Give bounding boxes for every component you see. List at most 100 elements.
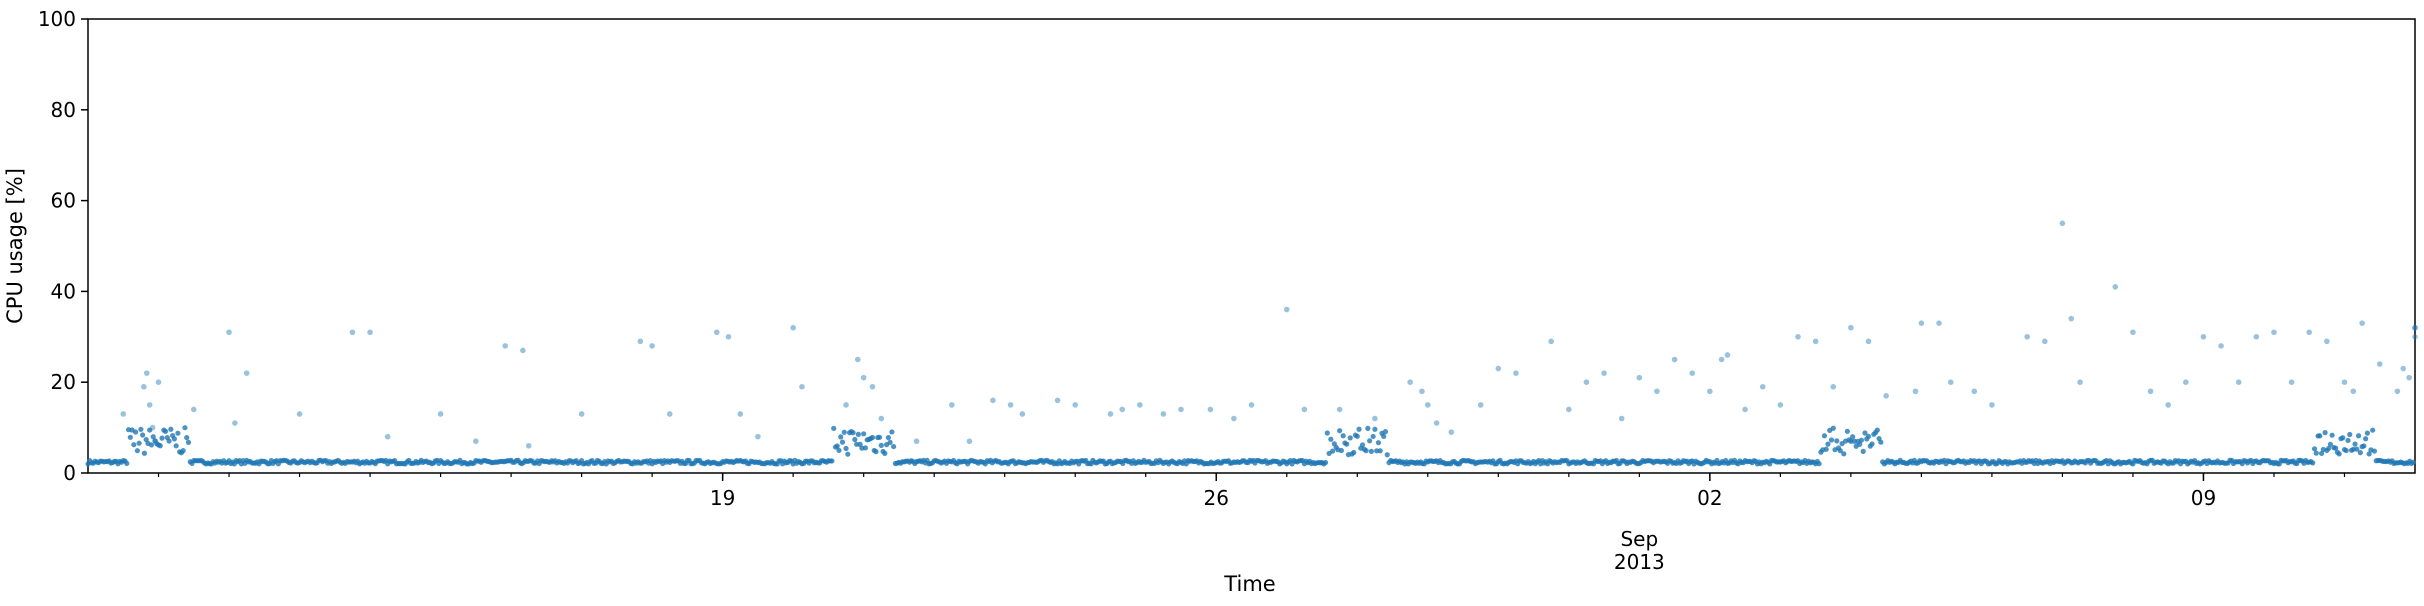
baseline-point bbox=[850, 430, 856, 436]
data-point bbox=[2200, 334, 2207, 340]
data-point bbox=[637, 338, 644, 345]
baseline-point bbox=[185, 439, 192, 445]
baseline-point bbox=[882, 450, 888, 456]
baseline-point bbox=[1823, 446, 1829, 452]
data-point bbox=[843, 402, 849, 408]
data-point bbox=[2412, 334, 2418, 340]
data-point bbox=[1336, 406, 1343, 413]
baseline-point bbox=[831, 425, 837, 432]
baseline-point bbox=[2310, 460, 2316, 466]
data-point bbox=[502, 343, 509, 349]
plot-frame bbox=[87, 18, 2416, 474]
data-point bbox=[296, 411, 303, 417]
data-point bbox=[1989, 402, 1995, 408]
data-point bbox=[120, 411, 127, 417]
data-point bbox=[649, 343, 655, 349]
baseline-point bbox=[1828, 437, 1835, 443]
baseline-point bbox=[182, 425, 188, 431]
baseline-point bbox=[1857, 441, 1863, 447]
baseline-point bbox=[173, 443, 179, 449]
baseline-point bbox=[1324, 430, 1330, 436]
data-point bbox=[1618, 415, 1625, 422]
data-point bbox=[2218, 343, 2224, 349]
baseline-point bbox=[1837, 448, 1843, 454]
data-point bbox=[232, 420, 238, 426]
data-point bbox=[2406, 374, 2412, 381]
baseline-point bbox=[184, 435, 190, 441]
baseline-point bbox=[1377, 448, 1383, 454]
baseline-point bbox=[1340, 433, 1346, 439]
data-point bbox=[2400, 365, 2407, 372]
data-point bbox=[1689, 370, 1696, 376]
data-point bbox=[966, 438, 973, 445]
baseline-point bbox=[834, 443, 840, 449]
data-point bbox=[1947, 379, 1954, 386]
data-point bbox=[1419, 388, 1425, 395]
baseline-point bbox=[131, 442, 137, 448]
data-point bbox=[525, 442, 532, 449]
data-point bbox=[1583, 379, 1590, 386]
data-point bbox=[2341, 379, 2348, 386]
data-point bbox=[1160, 411, 1167, 417]
data-point bbox=[1407, 379, 1413, 386]
y-tick-label: 40 bbox=[51, 279, 76, 303]
baseline-point bbox=[2327, 441, 2333, 447]
baseline-point bbox=[2313, 450, 2319, 456]
data-point bbox=[2324, 338, 2330, 345]
baseline-point bbox=[885, 434, 891, 441]
baseline-point bbox=[2311, 446, 2318, 452]
baseline-band bbox=[85, 425, 2416, 467]
data-point bbox=[1812, 338, 1819, 345]
x-tick-label: 09 bbox=[2191, 486, 2216, 510]
baseline-point bbox=[2343, 447, 2349, 454]
data-point bbox=[2112, 284, 2119, 290]
baseline-point bbox=[2317, 433, 2323, 439]
baseline-point bbox=[2322, 430, 2328, 436]
data-point bbox=[1019, 411, 1026, 417]
baseline-point bbox=[1869, 441, 1875, 447]
baseline-point bbox=[2371, 448, 2378, 454]
data-point bbox=[190, 406, 197, 413]
data-point bbox=[1636, 374, 1643, 381]
baseline-point bbox=[1874, 427, 1880, 433]
baseline-point bbox=[1860, 448, 1866, 454]
baseline-point bbox=[168, 426, 174, 432]
data-point bbox=[155, 379, 162, 386]
data-point bbox=[1248, 402, 1255, 408]
data-point bbox=[1848, 324, 1854, 331]
y-tick-label: 60 bbox=[51, 189, 76, 213]
data-point bbox=[2147, 388, 2154, 395]
data-point bbox=[913, 438, 920, 445]
y-tick-label: 100 bbox=[38, 7, 76, 31]
data-point bbox=[1795, 334, 1801, 340]
data-point bbox=[473, 438, 479, 445]
data-point bbox=[1566, 406, 1572, 413]
data-point bbox=[1054, 397, 1061, 404]
baseline-point bbox=[159, 435, 165, 441]
x-axis-label: Time bbox=[1223, 572, 1275, 596]
data-point bbox=[737, 411, 744, 417]
baseline-point bbox=[1841, 451, 1847, 457]
baseline-point bbox=[839, 439, 846, 445]
data-point bbox=[2412, 324, 2418, 331]
baseline-point bbox=[1359, 442, 1366, 448]
baseline-point bbox=[2333, 445, 2339, 451]
data-point bbox=[1283, 306, 1290, 313]
data-point bbox=[152, 438, 159, 445]
data-point bbox=[2059, 220, 2066, 227]
baseline-point bbox=[1367, 438, 1373, 444]
baseline-point bbox=[1825, 441, 1831, 447]
data-point bbox=[755, 433, 761, 440]
data-point bbox=[790, 324, 796, 331]
baseline-point bbox=[845, 451, 851, 457]
plot-area bbox=[85, 18, 2418, 474]
baseline-point bbox=[132, 429, 139, 435]
baseline-point bbox=[1381, 433, 1387, 439]
baseline-point bbox=[2352, 441, 2358, 447]
data-point bbox=[243, 370, 250, 376]
data-point bbox=[713, 329, 720, 336]
baseline-point bbox=[150, 434, 156, 440]
x-year-label: 2013 bbox=[1614, 550, 1665, 574]
data-point bbox=[1883, 393, 1889, 399]
baseline-point bbox=[134, 448, 140, 454]
